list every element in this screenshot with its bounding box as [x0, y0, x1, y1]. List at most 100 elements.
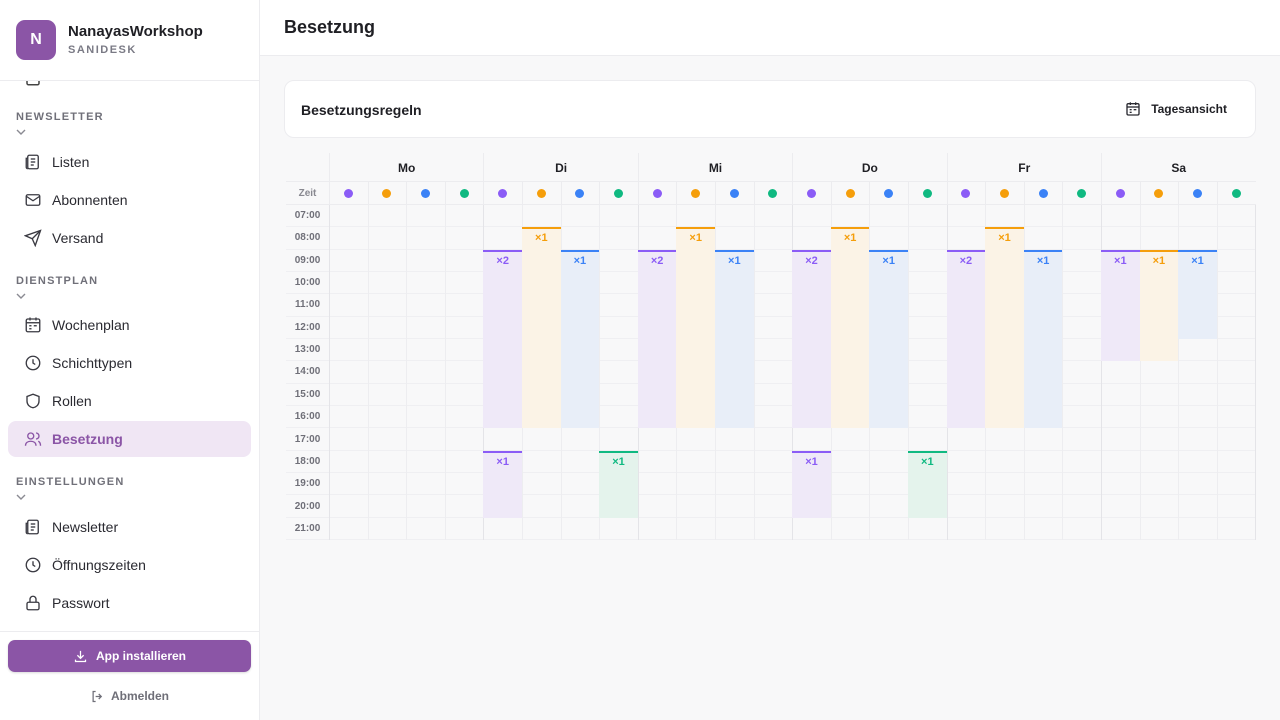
- staffing-block[interactable]: ×1: [1023, 249, 1063, 429]
- role-cell-divider: [599, 182, 601, 205]
- hour-label: 17:00: [294, 433, 321, 445]
- staffing-block[interactable]: ×1: [1178, 249, 1217, 340]
- logout-icon: [92, 690, 103, 702]
- hour-row: 14:00: [286, 361, 1256, 384]
- grid-column-line: [367, 205, 369, 540]
- card-title: Besetzungsregeln: [301, 102, 422, 118]
- staffing-block[interactable]: ×1: [985, 227, 1024, 429]
- sidebar-item-schichttypen[interactable]: Schichttypen: [8, 345, 251, 381]
- grid-column-line: [406, 205, 408, 540]
- staffing-block[interactable]: ×1: [908, 450, 947, 518]
- mail-icon: [25, 194, 41, 206]
- staffing-block[interactable]: ×2: [637, 249, 677, 429]
- sidebar-item-wochenplan[interactable]: Wochenplan: [8, 307, 251, 343]
- staffing-count: ×2: [650, 254, 664, 267]
- sidebar-item-besetzung[interactable]: Besetzung: [8, 421, 251, 457]
- install-app-button[interactable]: App installieren: [8, 640, 251, 672]
- role-cell-divider: [985, 182, 987, 205]
- brand-avatar: N: [16, 20, 56, 60]
- staffing-count: ×2: [496, 254, 509, 267]
- grid-day-header: Mo Di Mi Do Fr Sa: [286, 153, 1256, 182]
- staffing-block[interactable]: ×1: [1139, 249, 1179, 362]
- chevron-down-icon[interactable]: [16, 128, 26, 136]
- sidebar-item-rollen[interactable]: Rollen: [8, 383, 251, 419]
- sidebar-item-abonnenten[interactable]: Abonnenten: [8, 182, 251, 218]
- sidebar-item-passwort[interactable]: Passwort: [8, 585, 251, 621]
- sidebar-item-label: Besetzung: [52, 431, 123, 447]
- role-dot: [614, 189, 623, 198]
- hour-label: 11:00: [294, 299, 321, 311]
- staffing-block[interactable]: ×1: [715, 249, 754, 429]
- role-cell-divider: [406, 182, 408, 205]
- staffing-count: ×1: [805, 455, 818, 468]
- hour-label: 19:00: [294, 478, 321, 490]
- sidebar-item-oeffnungszeiten[interactable]: Öffnungszeiten: [8, 547, 251, 583]
- hour-label: 12:00: [294, 321, 321, 333]
- staffing-block[interactable]: ×1: [560, 249, 600, 429]
- staffing-block[interactable]: ×1: [869, 249, 908, 429]
- hour-label: 13:00: [294, 344, 321, 356]
- newspaper-icon: [25, 519, 39, 535]
- hour-row: 20:00: [286, 496, 1256, 518]
- chevron-down-icon[interactable]: [16, 292, 26, 300]
- staffing-block[interactable]: ×1: [830, 227, 870, 429]
- hour-row: 15:00: [286, 384, 1256, 407]
- staffing-block[interactable]: ×2: [946, 249, 986, 429]
- sidebar-item-versand[interactable]: Versand: [8, 220, 251, 256]
- partial-item-icon: [26, 81, 40, 86]
- clock-icon: [25, 355, 41, 371]
- hour-label: 07:00: [294, 210, 321, 221]
- role-dot: [421, 189, 430, 198]
- hour-label: 20:00: [294, 500, 321, 512]
- staffing-count: ×1: [1036, 254, 1050, 267]
- role-dot: [807, 189, 816, 198]
- sidebar-item-label: Abonnenten: [52, 192, 128, 208]
- install-app-label: App installieren: [95, 649, 187, 663]
- staffing-block[interactable]: ×1: [599, 450, 638, 518]
- grid-column-line: [1101, 205, 1102, 540]
- role-cell-divider: [830, 182, 832, 205]
- time-column-label: Zeit: [298, 188, 317, 199]
- hour-row: 11:00: [286, 294, 1256, 317]
- role-cell-divider: [792, 182, 794, 205]
- role-dot: [845, 189, 855, 198]
- role-dot: [922, 189, 932, 198]
- staffing-block[interactable]: ×1: [1101, 249, 1140, 362]
- users-icon: [24, 432, 42, 446]
- brand[interactable]: N NanayasWorkshop SANIDESK: [16, 20, 252, 60]
- brand-name: NanayasWorkshop: [68, 23, 203, 40]
- hour-label: 10:00: [294, 277, 321, 289]
- role-dot: [884, 189, 894, 198]
- staffing-count: ×1: [882, 254, 895, 267]
- calendar-icon: [1126, 102, 1140, 116]
- staffing-count: ×1: [496, 455, 509, 468]
- staffing-count: ×2: [805, 254, 818, 267]
- list-icon: [25, 154, 39, 170]
- sidebar-item-newsletter[interactable]: Newsletter: [8, 509, 251, 545]
- download-icon: [74, 650, 87, 662]
- grid-role-row: Zeit: [286, 182, 1256, 205]
- role-cell-divider: [522, 182, 523, 205]
- hour-row: 19:00: [286, 473, 1256, 496]
- staffing-count: ×1: [843, 232, 857, 245]
- staffing-count: ×1: [1114, 254, 1127, 267]
- shield-icon: [26, 393, 40, 409]
- staffing-block[interactable]: ×1: [792, 450, 831, 518]
- grid-column-line: [444, 205, 446, 540]
- staffing-block[interactable]: ×1: [522, 227, 561, 429]
- role-cell-divider: [637, 182, 639, 205]
- staffing-block[interactable]: ×1: [676, 227, 715, 429]
- chevron-down-icon[interactable]: [16, 493, 26, 501]
- logout-label: Abmelden: [110, 689, 169, 703]
- staffing-block[interactable]: ×2: [483, 249, 522, 429]
- role-dot: [1154, 189, 1164, 198]
- staffing-block[interactable]: ×1: [483, 450, 522, 518]
- staffing-block[interactable]: ×2: [792, 249, 831, 429]
- day-view-button[interactable]: Tagesansicht: [1113, 93, 1239, 125]
- role-cell-divider: [1139, 182, 1141, 205]
- sidebar-item-listen[interactable]: Listen: [8, 144, 251, 180]
- sidebar-nav[interactable]: NEWSLETTER Listen Abonnenten Versand DIE…: [0, 81, 259, 631]
- logout-button[interactable]: Abmelden: [0, 686, 259, 706]
- role-cell-divider: [329, 182, 330, 205]
- staffing-count: ×1: [921, 455, 934, 468]
